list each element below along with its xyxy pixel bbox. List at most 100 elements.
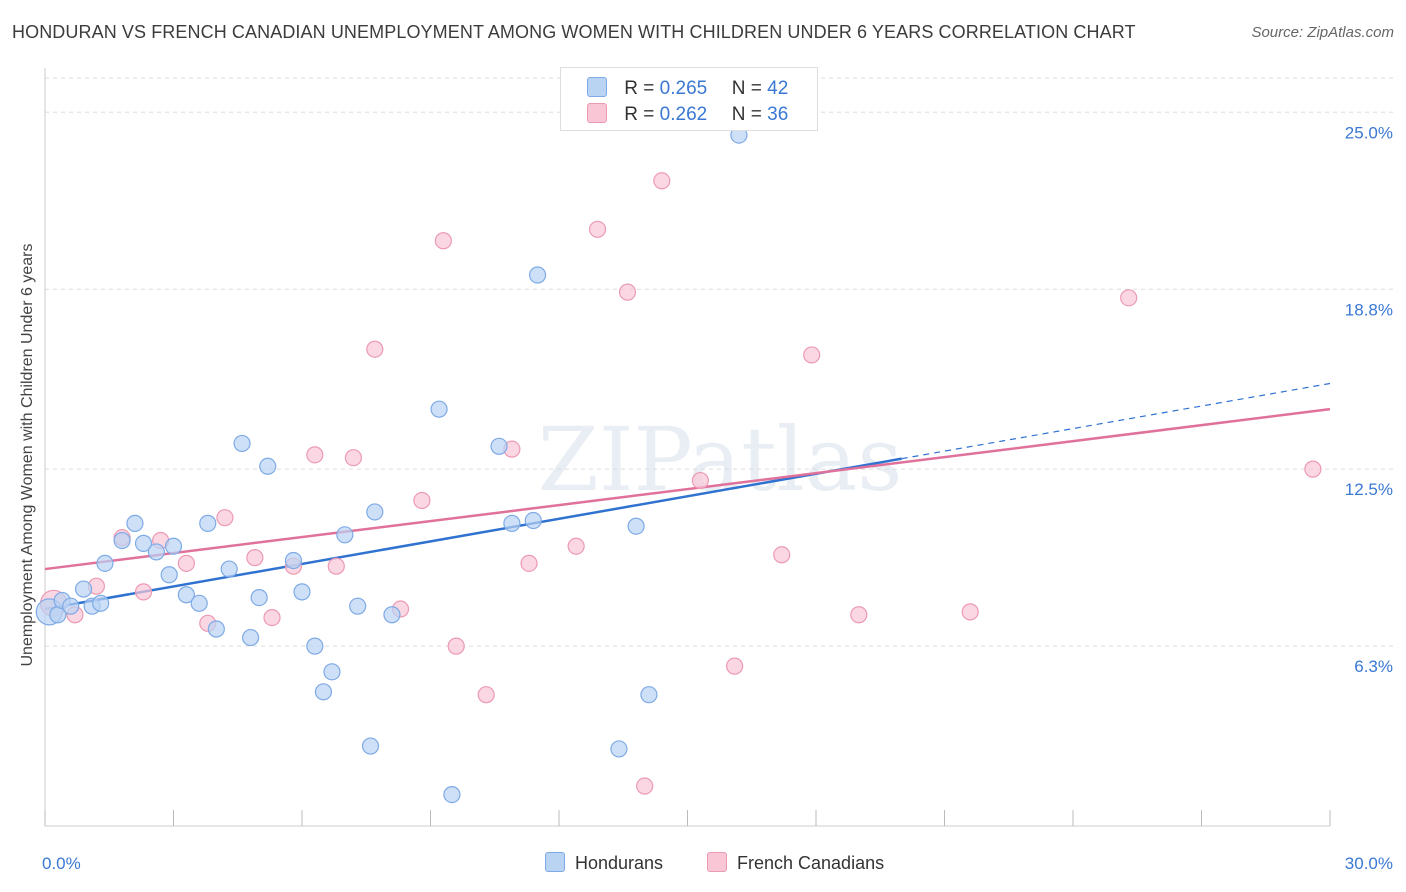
legend-n-value: 36 [767, 104, 789, 125]
data-point [246, 549, 264, 567]
data-point [284, 551, 303, 570]
legend: R = 0.265 N = 42 R = 0.262 N = 36 [560, 67, 818, 131]
data-point [520, 554, 538, 572]
data-point [726, 657, 744, 675]
data-point [344, 449, 362, 467]
data-point [306, 637, 324, 655]
data-point [263, 608, 281, 627]
legend-swatch-french [587, 103, 607, 123]
legend-r-value: 0.265 [659, 78, 708, 99]
y-tick-label: 12.5% [1345, 480, 1393, 499]
data-point [207, 620, 225, 638]
data-point [134, 534, 153, 552]
y-tick-label: 18.8% [1345, 300, 1393, 319]
legend-r-label: R = [624, 104, 655, 125]
data-point [524, 511, 542, 530]
chart-source: Source: ZipAtlas.com [1251, 24, 1394, 41]
bottom-legend-label-hondurans: Hondurans [575, 853, 664, 873]
bottom-legend-french: French Canadians [707, 852, 884, 874]
watermark: ZIPatlas [538, 408, 903, 511]
data-point [477, 686, 495, 704]
data-point [293, 583, 311, 601]
data-point [177, 554, 195, 572]
data-point [610, 740, 628, 758]
data-point [233, 434, 251, 453]
data-point [336, 526, 354, 544]
legend-r-label: R = [624, 78, 655, 99]
data-point [627, 517, 645, 535]
bottom-legend-swatch-hondurans [545, 852, 565, 872]
trend-lines [44, 382, 1331, 611]
data-point [1304, 460, 1322, 478]
data-point [773, 546, 791, 564]
data-point [259, 457, 277, 475]
trend-line-french [44, 407, 1331, 571]
x-tick-label: 0.0% [42, 854, 81, 873]
legend-row-hondurans: R = 0.265 N = 42 [587, 77, 788, 101]
data-point [366, 503, 384, 521]
data-point [447, 637, 465, 655]
data-point [177, 586, 195, 604]
data-point [160, 566, 178, 584]
data-point [113, 531, 131, 550]
data-point [306, 446, 324, 464]
data-point [430, 400, 448, 418]
y-tick-label: 25.0% [1345, 123, 1393, 142]
data-point [323, 663, 341, 681]
data-point [850, 606, 868, 624]
data-point [190, 594, 208, 612]
data-point [653, 172, 671, 190]
bottom-legend-hondurans: Hondurans [545, 852, 663, 874]
legend-row-french: R = 0.262 N = 36 [587, 103, 788, 127]
data-point [434, 232, 452, 250]
data-point [366, 340, 384, 358]
legend-n-label: N = [731, 104, 762, 125]
data-point [134, 583, 153, 601]
bottom-legend-swatch-french [707, 852, 727, 872]
data-point [361, 737, 380, 755]
x-tick-label: 30.0% [1345, 854, 1393, 873]
data-point [528, 266, 547, 284]
data-point [588, 220, 607, 238]
data-point [62, 597, 80, 615]
bottom-legend-label-french: French Canadians [737, 853, 885, 873]
data-point [490, 437, 508, 455]
data-point [503, 514, 521, 532]
legend-r-value: 0.262 [659, 104, 708, 125]
data-point [567, 537, 585, 555]
data-point [413, 491, 431, 510]
data-point [618, 283, 637, 301]
data-point [199, 514, 217, 532]
data-point [640, 686, 658, 704]
data-point [74, 580, 93, 598]
data-point [164, 537, 183, 555]
data-point [147, 543, 165, 561]
data-point [1120, 289, 1138, 307]
data-point [250, 589, 268, 607]
data-point [327, 557, 345, 575]
legend-n-value: 42 [767, 78, 789, 99]
y-axis-label: Unemployment Among Women with Children U… [19, 243, 36, 667]
legend-swatch-hondurans [587, 77, 607, 97]
data-point [443, 785, 461, 804]
y-tick-label: 6.3% [1354, 657, 1393, 676]
axes [44, 68, 1331, 827]
data-point [216, 509, 234, 527]
trend-line-hondurans-extension [901, 382, 1331, 460]
data-point [314, 683, 333, 701]
tick-labels: 6.3% 12.5% 18.8% 25.0% 0.0% 30.0% [42, 123, 1393, 873]
data-point [691, 471, 709, 490]
data-point [92, 594, 110, 612]
data-point [803, 346, 821, 364]
data-point [349, 597, 367, 615]
chart-title: HONDURAN VS FRENCH CANADIAN UNEMPLOYMENT… [12, 22, 1136, 42]
data-point [220, 560, 238, 578]
data-points [35, 126, 1322, 804]
data-point [96, 554, 114, 572]
data-point [242, 628, 260, 647]
data-point [961, 603, 979, 621]
trend-line-hondurans [44, 457, 902, 611]
legend-n-label: N = [731, 78, 762, 99]
data-point [636, 777, 654, 795]
